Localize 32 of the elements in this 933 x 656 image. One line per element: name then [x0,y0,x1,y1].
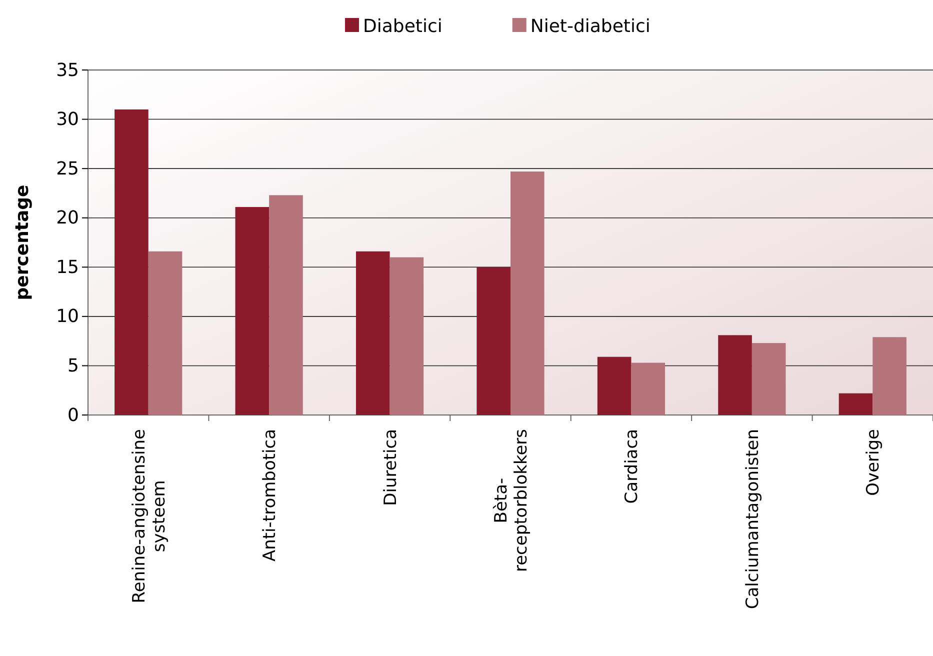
legend-label: Diabetici [363,16,442,37]
bar [718,335,752,415]
y-axis-title: percentage [12,184,33,300]
bar [510,172,544,415]
bar [631,362,666,415]
bar [269,195,303,415]
y-tick-label: 5 [68,355,79,376]
x-tick-label: Cardiaca [622,429,642,504]
bar [476,267,510,415]
y-tick-label: 35 [56,60,79,81]
x-tick-label: Anti-trombotica [260,429,280,562]
bar [872,337,906,415]
x-tick-label: Diuretica [380,429,401,506]
bar [752,343,786,415]
x-tick-label: Bèta-receptorblokkers [492,428,532,572]
y-tick-label: 20 [56,208,79,229]
x-tick-label: Calciumantagonisten [742,429,763,610]
bar [597,356,632,415]
y-tick-label: 10 [56,306,79,328]
x-tick-label: Overige [864,429,884,496]
legend-label: Niet-diabetici [530,16,650,37]
bar [148,251,182,415]
bar [838,393,873,415]
y-tick-label: 30 [56,109,79,130]
bar [390,257,424,415]
bar [114,109,148,415]
y-tick-label: 15 [56,256,79,278]
bar [235,207,270,415]
bar [356,251,390,415]
y-tick-label: 25 [56,158,79,180]
y-tick-label: 0 [68,404,79,426]
x-tick-label: Renine-angiotensine systeem [129,429,170,604]
